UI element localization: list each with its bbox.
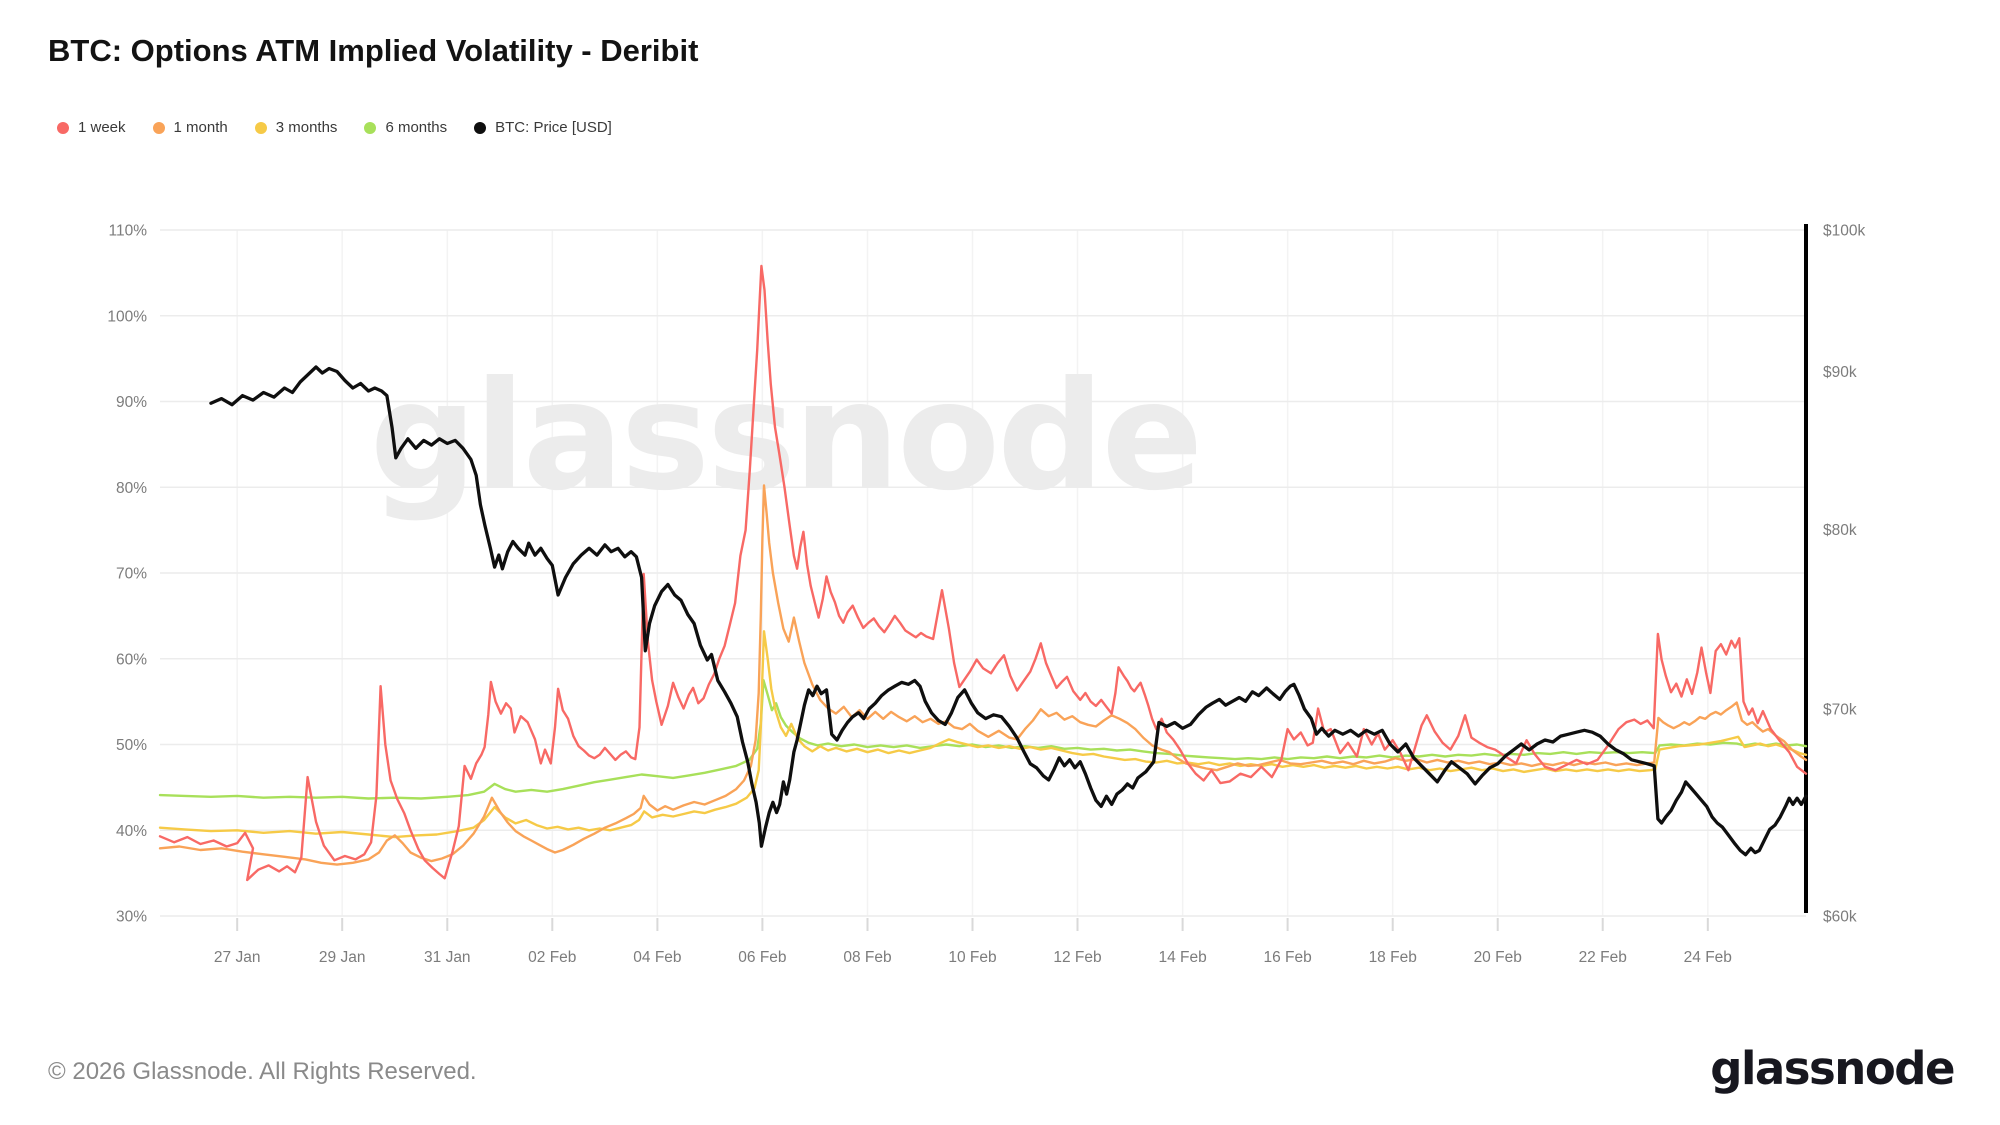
copyright-text: © 2026 Glassnode. All Rights Reserved. [48, 1058, 477, 1085]
x-tick-label: 18 Feb [1369, 949, 1417, 966]
glassnode-logo: glassnode [1710, 1042, 1955, 1095]
legend-item-3-months[interactable]: 3 months [254, 119, 338, 136]
legend-dot-icon [254, 121, 267, 134]
y-left-tick-label: 90% [116, 394, 147, 411]
y-left-tick-label: 100% [107, 308, 147, 325]
legend-label: BTC: Price [USD] [495, 119, 612, 136]
legend-dot-icon [474, 121, 487, 134]
series-3-months[interactable] [158, 630, 1808, 839]
x-tick-label: 10 Feb [948, 949, 996, 966]
legend-dot-icon [364, 121, 377, 134]
x-tick-label: 04 Feb [633, 949, 681, 966]
y-right-tick-label: $70k [1823, 702, 1857, 719]
y-left-tick-label: 30% [116, 909, 147, 926]
y-right-tick-label: $80k [1823, 522, 1857, 539]
legend-item-1-week[interactable]: 1 week [57, 119, 126, 136]
legend-label: 1 month [173, 119, 228, 136]
x-tick-label: 22 Feb [1579, 949, 1627, 966]
x-tick-label: 16 Feb [1263, 949, 1311, 966]
series-1-week[interactable] [158, 264, 1808, 882]
y-right-tick-label: $60k [1823, 909, 1857, 926]
y-right-tick-label: $100k [1823, 223, 1865, 240]
y-right-tick-label: $90k [1823, 364, 1857, 381]
legend-item-1-month[interactable]: 1 month [152, 119, 228, 136]
legend-dot-icon [57, 121, 69, 134]
series-btc-price-usd-[interactable] [209, 365, 1808, 857]
y-left-tick-label: 50% [116, 737, 147, 754]
legend-label: 3 months [275, 119, 338, 136]
x-tick-label: 24 Feb [1684, 949, 1732, 966]
y-left-tick-label: 60% [116, 651, 147, 668]
page-title: BTC: Options ATM Implied Volatility - De… [48, 33, 699, 68]
y-left-tick-label: 70% [116, 566, 147, 583]
legend-dot-icon [152, 121, 165, 134]
y-left-tick-label: 80% [116, 480, 147, 497]
legend-item-6-months[interactable]: 6 months [364, 119, 447, 136]
x-tick-label: 12 Feb [1053, 949, 1101, 966]
series-6-months[interactable] [158, 679, 1808, 800]
y-left-tick-label: 40% [116, 823, 147, 840]
x-tick-label: 14 Feb [1158, 949, 1206, 966]
legend-label: 1 week [78, 119, 126, 136]
legend-item-btc-price[interactable]: BTC: Price [USD] [474, 119, 612, 136]
x-tick-label: 08 Feb [843, 949, 891, 966]
x-tick-label: 06 Feb [738, 949, 786, 966]
chart-legend: 1 week 1 month 3 months 6 months BTC: Pr… [57, 119, 612, 136]
legend-label: 6 months [385, 119, 448, 136]
x-tick-label: 20 Feb [1474, 949, 1522, 966]
x-tick-label: 27 Jan [214, 949, 261, 966]
y-left-tick-label: 110% [109, 223, 148, 240]
series-1-month[interactable] [158, 484, 1808, 866]
x-tick-label: 31 Jan [424, 949, 471, 966]
x-tick-label: 29 Jan [319, 949, 366, 966]
x-tick-label: 02 Feb [528, 949, 576, 966]
